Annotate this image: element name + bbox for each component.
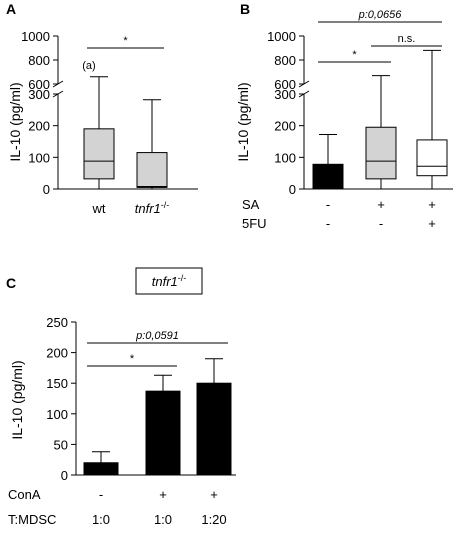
panel-c-label: C — [6, 275, 16, 291]
panel-c-y-tick-label: 100 — [46, 407, 68, 422]
panel-b-condition-value: - — [379, 216, 383, 231]
panel-c-bar — [196, 382, 232, 476]
panel-b-condition-value: + — [377, 197, 385, 212]
panel-a-y-tick-label: 100 — [28, 150, 50, 165]
panel-b-y-tick-label: 1000 — [267, 29, 296, 44]
panel-c-comparison-label: * — [130, 353, 135, 365]
panel-a-y-tick-label: 300 — [28, 87, 50, 102]
panel-a-y-tick-label: 600 — [28, 77, 50, 92]
panel-a-y-tick-label: 200 — [28, 119, 50, 134]
panel-b-box — [365, 126, 397, 180]
panel-c-condition-value: 1:20 — [201, 512, 226, 527]
panel-a-box — [136, 152, 168, 188]
panel-a-group-label: tnfr1-/- — [135, 200, 170, 216]
panel-c-y-tick-label: 250 — [46, 315, 68, 330]
panel-a-ylabel: IL-10 (pg/ml) — [7, 82, 23, 161]
panel-c-condition-value: + — [159, 487, 167, 502]
panel-a-group-label: wt — [92, 201, 106, 216]
panel-b-condition-value: + — [428, 216, 436, 231]
panel-b-y-tick-label: 200 — [274, 119, 296, 134]
panel-b-condition-name: 5FU — [242, 216, 267, 231]
panel-c-title-text: tnfr1-/- — [152, 273, 187, 289]
panel-b-y-tick-label: 800 — [274, 53, 296, 68]
panel-c-condition-value: + — [210, 487, 218, 502]
panel-c-y-tick-label: 150 — [46, 376, 68, 391]
panel-c-condition-name: T:MDSC — [8, 512, 56, 527]
panel-b-y-tick-label: 300 — [274, 87, 296, 102]
panel-b-comparison-label: p:0,0656 — [358, 9, 403, 21]
panel-c-condition-value: - — [99, 487, 103, 502]
panel-b-condition-name: SA — [242, 197, 260, 212]
panel-b-comparison-label: * — [352, 49, 357, 61]
panel-c-condition-name: ConA — [8, 487, 41, 502]
panel-b-comparison-label: n.s. — [398, 33, 416, 45]
panel-b-condition-value: - — [326, 216, 330, 231]
panel-c-title-box — [135, 267, 203, 295]
panel-c-y-tick-label: 0 — [61, 468, 68, 483]
panel-c-bar — [83, 462, 119, 476]
panel-a-y-tick-label: 1000 — [21, 29, 50, 44]
panel-a-box — [83, 128, 115, 180]
panel-a-y-tick-label: 0 — [43, 182, 50, 197]
panel-c-bar — [145, 390, 181, 476]
panel-a-box-note: (a) — [82, 60, 95, 72]
panel-b-label: B — [240, 1, 250, 17]
panel-a-label: A — [6, 1, 16, 17]
panel-b-bar — [312, 163, 344, 190]
panel-b-condition-value: - — [326, 197, 330, 212]
panel-b-y-tick-label: 0 — [289, 182, 296, 197]
panel-c-y-tick-label: 50 — [54, 437, 68, 452]
panel-b-y-tick-label: 600 — [274, 77, 296, 92]
panel-a-comparison-label: * — [123, 35, 128, 47]
panel-a-y-tick-label: 800 — [28, 53, 50, 68]
panel-b-y-tick-label: 100 — [274, 150, 296, 165]
panel-c-plot: 0 50 100 150 200 250 ConA - + + T:MDSC 1:0 1:0 1:20 *p… — [8, 315, 236, 527]
panel-b-box — [416, 139, 448, 177]
panel-c-y-tick-label: 200 — [46, 346, 68, 361]
panel-b-ylabel: IL-10 (pg/ml) — [235, 82, 251, 161]
panel-c-comparison-label: p:0,0591 — [135, 330, 179, 342]
panel-c-condition-value: 1:0 — [154, 512, 172, 527]
panel-c-condition-value: 1:0 — [92, 512, 110, 527]
panel-c-ylabel: IL-10 (pg/ml) — [9, 360, 25, 439]
panel-b-condition-value: + — [428, 197, 436, 212]
